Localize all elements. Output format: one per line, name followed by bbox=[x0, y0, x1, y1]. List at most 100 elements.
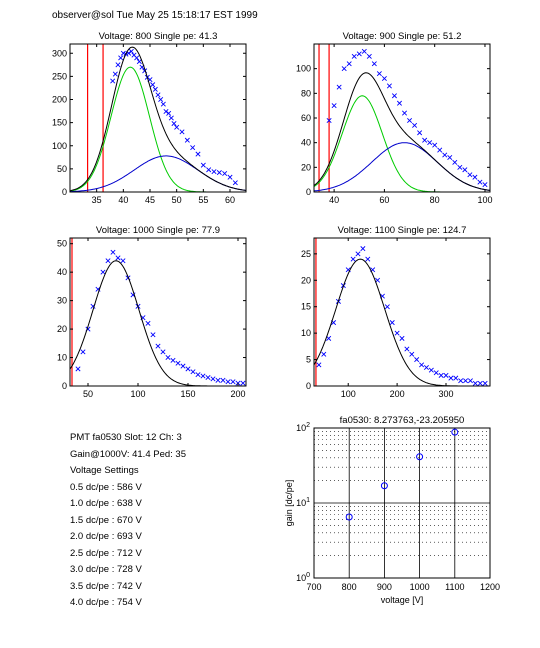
data-point bbox=[443, 372, 449, 378]
gain-data-point bbox=[416, 453, 424, 461]
x-tick-label: 100 bbox=[341, 389, 356, 399]
data-point bbox=[351, 53, 357, 59]
x-tick-label: 35 bbox=[92, 195, 102, 205]
data-point bbox=[227, 174, 233, 180]
data-point bbox=[433, 370, 439, 376]
data-point bbox=[394, 330, 400, 336]
single-pe-fit-curve bbox=[314, 95, 490, 192]
y-tick-label: 250 bbox=[52, 71, 67, 81]
x-tick-label: 1100 bbox=[445, 582, 464, 592]
data-point bbox=[467, 378, 473, 384]
y-tick-label: 10 bbox=[57, 353, 67, 363]
chart-title: fa0530: 8.273763,-23.205950 bbox=[340, 415, 465, 426]
y-tick-label: 0 bbox=[62, 381, 67, 391]
chart-title: Voltage: 1100 Single pe: 124.7 bbox=[338, 225, 467, 236]
data-point bbox=[447, 154, 453, 160]
voltage-setting-row: 1.0 dc/pe : 638 V bbox=[70, 498, 142, 509]
chart-title: Voltage: 900 Single pe: 51.2 bbox=[343, 31, 462, 42]
x-tick-label: 200 bbox=[230, 389, 245, 399]
data-point bbox=[458, 378, 464, 384]
data-point bbox=[442, 152, 448, 158]
data-point bbox=[463, 378, 469, 384]
x-tick-label: 45 bbox=[145, 195, 155, 205]
gain-ped-line: Gain@1000V: 41.4 Ped: 35 bbox=[70, 448, 186, 460]
voltage-settings-title: Voltage Settings bbox=[70, 465, 139, 476]
data-point bbox=[412, 122, 418, 128]
y-tick-label: 100 bbox=[296, 64, 311, 74]
x-tick-label: 100 bbox=[130, 389, 145, 399]
data-point bbox=[321, 351, 327, 357]
data-point bbox=[331, 103, 337, 109]
data-point bbox=[180, 363, 186, 369]
x-tick-label: 40 bbox=[118, 195, 128, 205]
voltage-setting-row: 2.5 dc/pe : 712 V bbox=[70, 547, 142, 559]
gain-data-point bbox=[380, 482, 388, 490]
data-point bbox=[389, 320, 395, 326]
data-point bbox=[155, 343, 161, 349]
x-tick-label: 800 bbox=[342, 582, 357, 592]
data-point bbox=[118, 55, 124, 61]
data-point bbox=[355, 251, 361, 257]
y-tick-label: 80 bbox=[301, 88, 311, 98]
single-pe-fit-curve bbox=[70, 66, 246, 192]
chart-title: Voltage: 1000 Single pe: 77.9 bbox=[96, 225, 220, 236]
data-point bbox=[437, 147, 443, 153]
data-point bbox=[366, 53, 372, 59]
data-point bbox=[384, 304, 390, 310]
data-point bbox=[134, 55, 140, 61]
data-point bbox=[120, 50, 126, 56]
y-tick-label: 25 bbox=[301, 249, 311, 259]
data-point bbox=[200, 373, 206, 379]
gain-data-point bbox=[451, 428, 459, 436]
data-point bbox=[477, 179, 483, 185]
y-tick-label: 0 bbox=[306, 187, 311, 197]
data-point bbox=[326, 335, 332, 341]
data-point bbox=[163, 109, 169, 115]
voltage-setting-row: 4.0 dc/pe : 754 V bbox=[70, 597, 142, 608]
data-point bbox=[356, 51, 362, 57]
data-point bbox=[166, 110, 172, 116]
x-tick-label: 900 bbox=[377, 582, 392, 592]
data-point bbox=[438, 372, 444, 378]
data-point bbox=[326, 117, 332, 123]
data-point bbox=[110, 78, 116, 84]
data-point bbox=[115, 255, 121, 261]
data-point bbox=[360, 246, 366, 252]
chart-title: Voltage: 800 Single pe: 41.3 bbox=[99, 31, 218, 42]
data-point bbox=[391, 93, 397, 99]
data-point bbox=[174, 124, 180, 130]
data-point bbox=[165, 355, 171, 361]
voltage-setting-row: 2.0 dc/pe : 693 V bbox=[70, 531, 142, 542]
data-point bbox=[205, 374, 211, 380]
data-point bbox=[158, 96, 164, 103]
data-point bbox=[225, 379, 231, 385]
data-point bbox=[422, 137, 428, 143]
data-point bbox=[423, 364, 429, 371]
x-tick-label: 80 bbox=[430, 195, 440, 205]
data-point bbox=[179, 129, 185, 135]
data-point bbox=[220, 377, 226, 383]
data-point bbox=[155, 92, 161, 98]
data-point bbox=[110, 249, 116, 255]
total-fit-curve bbox=[70, 46, 246, 192]
y-tick-label: 50 bbox=[57, 164, 67, 174]
data-point bbox=[80, 349, 86, 355]
x-tick-label: 150 bbox=[180, 389, 195, 399]
data-point bbox=[200, 162, 206, 168]
data-point bbox=[168, 115, 174, 121]
y-tick-label: 150 bbox=[52, 118, 67, 128]
data-point bbox=[152, 86, 158, 92]
y-tick-label: 200 bbox=[52, 95, 67, 105]
data-point bbox=[365, 256, 371, 262]
data-point bbox=[427, 140, 433, 146]
data-point bbox=[145, 320, 151, 326]
data-point bbox=[190, 145, 196, 151]
data-point bbox=[467, 172, 473, 178]
y-tick-label: 20 bbox=[57, 324, 67, 334]
pmt-slot-line: PMT fa0530 Slot: 12 Ch: 3 bbox=[70, 432, 182, 443]
plot-frame bbox=[313, 43, 491, 193]
y-tick-label: 10 bbox=[301, 328, 311, 338]
data-point bbox=[448, 375, 454, 381]
data-point bbox=[414, 357, 420, 363]
data-point bbox=[316, 362, 322, 368]
